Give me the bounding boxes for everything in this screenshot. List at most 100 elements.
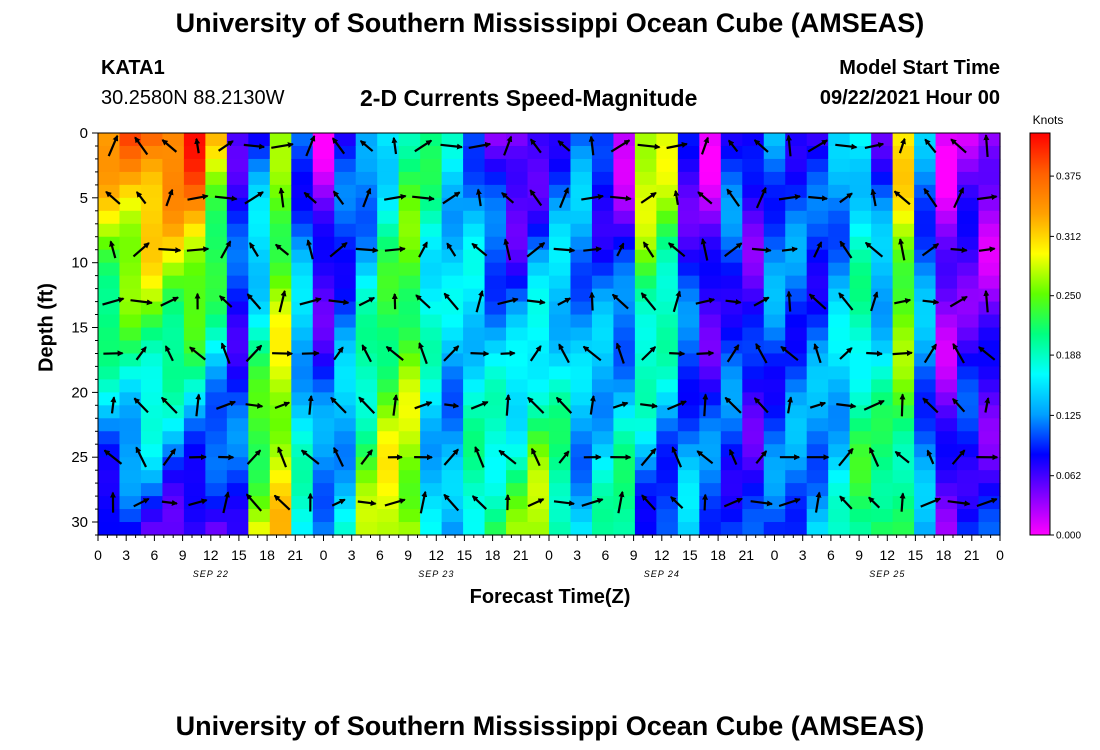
heatmap-cell: [720, 418, 743, 432]
heatmap-cell: [742, 431, 765, 445]
heatmap-cell: [806, 509, 829, 523]
current-arrow: [926, 449, 935, 465]
heatmap-cell: [334, 418, 357, 432]
current-arrow: [359, 140, 374, 152]
heatmap-cell: [205, 133, 228, 147]
heatmap-cell: [269, 379, 292, 393]
heatmap-cell: [978, 431, 1001, 445]
heatmap-cell: [269, 327, 292, 342]
heatmap-cell: [291, 210, 314, 225]
heatmap-cell: [978, 223, 1001, 238]
heatmap-cell: [613, 184, 636, 199]
heatmap-cell: [183, 210, 206, 225]
heatmap-cell: [570, 366, 593, 380]
heatmap-cell: [355, 171, 378, 186]
current-arrow: [189, 346, 206, 361]
heatmap-cell: [957, 158, 980, 173]
current-arrow: [419, 490, 428, 514]
current-arrow: [110, 396, 117, 414]
heatmap-cell: [742, 314, 765, 329]
current-arrow: [557, 140, 571, 152]
heatmap-cell: [463, 444, 486, 458]
current-arrow: [527, 498, 545, 508]
heatmap-cell: [398, 418, 421, 432]
heatmap-cell: [98, 275, 121, 290]
current-arrow: [360, 449, 373, 465]
heatmap-cell: [226, 327, 249, 342]
heatmap-cell: [957, 509, 980, 523]
current-arrow: [526, 242, 546, 258]
heatmap-cell: [806, 444, 829, 458]
heatmap-cell: [763, 236, 786, 251]
heatmap-cell: [871, 133, 894, 147]
x-tick-label: 18: [485, 547, 501, 563]
heatmap-cell: [806, 301, 829, 316]
heatmap-cell: [720, 314, 743, 329]
current-arrow: [864, 241, 884, 258]
current-arrow: [217, 140, 234, 152]
heatmap-cell: [828, 249, 851, 264]
heatmap-cell: [806, 457, 829, 471]
heatmap-cell: [634, 262, 657, 277]
heatmap-cell: [355, 418, 378, 432]
current-arrow: [558, 450, 570, 464]
heatmap-cell: [570, 418, 593, 432]
heatmap-cell: [871, 366, 894, 380]
heatmap-cell: [914, 496, 937, 510]
current-arrow: [329, 241, 348, 258]
heatmap-cell: [291, 457, 314, 471]
heatmap-cell: [248, 171, 271, 186]
current-arrow: [412, 195, 435, 202]
heatmap-cell: [162, 145, 185, 160]
heatmap-cell: [334, 483, 357, 497]
heatmap-cell: [549, 210, 572, 225]
heatmap-cell: [785, 457, 808, 471]
heatmap-cell: [785, 366, 808, 380]
heatmap-cell: [484, 483, 507, 497]
heatmap-cell: [763, 431, 786, 445]
heatmap-cell: [140, 509, 164, 523]
heatmap-cell: [677, 418, 700, 432]
heatmap-cell: [248, 223, 271, 238]
heatmap-cell: [742, 353, 765, 368]
heatmap-cell: [892, 509, 915, 523]
heatmap-cell: [527, 509, 550, 523]
heatmap-cell: [591, 184, 615, 199]
heatmap-cell: [269, 223, 292, 238]
heatmap-cell: [978, 366, 1001, 380]
current-arrow: [949, 295, 968, 308]
x-tick-label: 9: [179, 547, 187, 563]
heatmap-cell: [205, 392, 228, 406]
heatmap-cell: [162, 184, 185, 199]
heatmap-cell: [248, 392, 271, 406]
heatmap-cell: [463, 470, 486, 484]
heatmap-cell: [849, 457, 872, 471]
heatmap-cell: [828, 236, 851, 251]
current-arrow: [839, 495, 853, 510]
current-arrow: [105, 190, 121, 205]
y-tick-label: 20: [71, 384, 88, 401]
heatmap-cell: [871, 223, 894, 238]
heatmap-cell: [140, 405, 164, 419]
heatmap-cell: [591, 197, 615, 212]
heatmap-cell: [484, 522, 507, 536]
current-arrow: [331, 498, 346, 507]
heatmap-cell: [656, 133, 679, 147]
page-title: University of Southern Mississippi Ocean…: [175, 8, 925, 38]
heatmap-cell: [849, 366, 872, 380]
current-arrow: [333, 346, 344, 361]
heatmap-cell: [656, 314, 679, 329]
heatmap-cell: [957, 483, 980, 497]
heatmap-cell: [506, 301, 529, 316]
heatmap-cell: [205, 184, 228, 199]
heatmap-cell: [656, 496, 679, 510]
current-arrow: [899, 393, 906, 417]
heatmap-cell: [205, 483, 228, 497]
heatmap-cell: [699, 418, 722, 432]
heatmap-cell: [613, 483, 636, 497]
current-arrow: [640, 292, 657, 311]
current-arrow: [923, 343, 938, 364]
heatmap-cell: [957, 197, 980, 212]
heatmap-cell: [334, 210, 357, 225]
current-arrow: [953, 187, 965, 209]
